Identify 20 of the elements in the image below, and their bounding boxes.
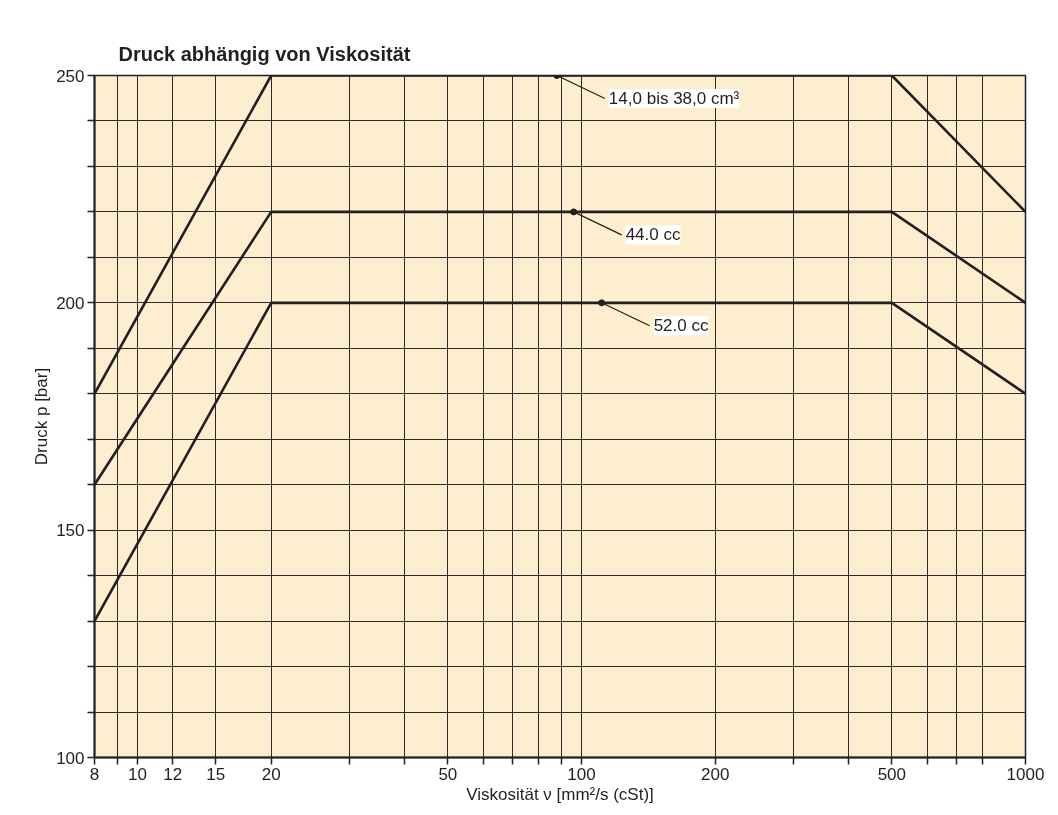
chart-title: Druck abhängig von Viskosität: [118, 42, 411, 65]
x-tick-label: 15: [206, 764, 226, 784]
y-axis-title: Druck p [bar]: [32, 367, 52, 466]
y-tick-label: 200: [56, 293, 85, 313]
x-tick-label: 100: [567, 764, 596, 784]
x-tick-label: 10: [128, 764, 147, 784]
x-tick-label: 20: [261, 764, 281, 784]
y-tick-label: 100: [56, 748, 85, 768]
x-tick-label: 1000: [1006, 764, 1045, 784]
x-tick-label: 200: [700, 764, 730, 784]
x-tick-label: 12: [163, 764, 183, 784]
y-tick-label: 150: [56, 521, 85, 541]
annotation: 44.0 cc: [625, 225, 681, 245]
x-tick-label: 500: [877, 764, 907, 784]
x-tick-label: 50: [438, 764, 458, 784]
x-tick-label: 8: [89, 764, 100, 784]
y-tick-label: 250: [56, 66, 85, 86]
annotation: 14,0 bis 38,0 cm³: [608, 89, 740, 108]
x-axis-title: Viskosität ν [mm²/s (cSt)]: [466, 784, 654, 804]
annotation: 52.0 cc: [653, 316, 709, 336]
